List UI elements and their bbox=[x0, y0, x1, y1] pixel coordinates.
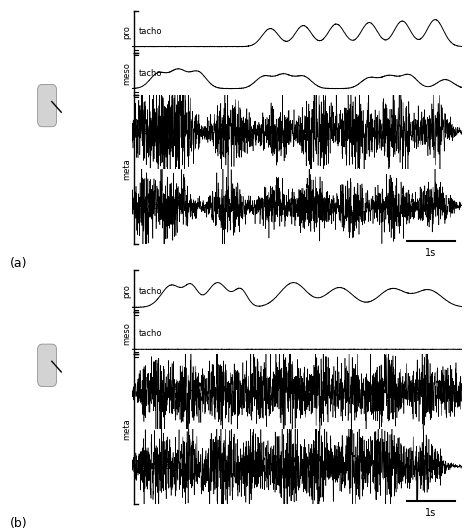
Text: pro: pro bbox=[122, 25, 132, 39]
Text: tacho: tacho bbox=[139, 329, 162, 338]
Text: 1s: 1s bbox=[425, 248, 437, 258]
Text: (b): (b) bbox=[9, 517, 27, 530]
Text: meso: meso bbox=[122, 322, 132, 344]
Text: retractor: retractor bbox=[139, 387, 176, 396]
Text: tacho: tacho bbox=[139, 287, 162, 296]
Text: meso: meso bbox=[122, 62, 132, 85]
Text: protractor: protractor bbox=[139, 462, 181, 471]
Text: meta: meta bbox=[122, 418, 132, 440]
Text: meta: meta bbox=[122, 158, 132, 180]
Text: (a): (a) bbox=[9, 257, 27, 270]
Text: pro: pro bbox=[122, 285, 132, 298]
Text: retractor: retractor bbox=[139, 127, 176, 136]
Text: tacho: tacho bbox=[139, 27, 162, 36]
Text: tacho: tacho bbox=[139, 69, 162, 78]
Text: 1s: 1s bbox=[425, 508, 437, 518]
Text: protractor: protractor bbox=[139, 202, 181, 211]
